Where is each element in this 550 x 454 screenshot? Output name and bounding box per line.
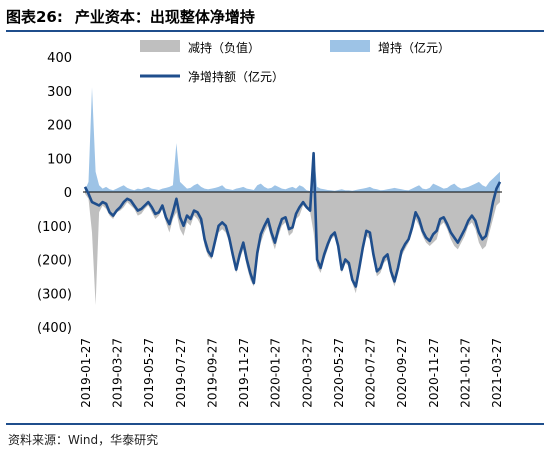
y-tick-label: 0 — [64, 186, 72, 201]
y-tick-label: 400 — [47, 51, 72, 66]
figure-footer: 资料来源：Wind，华泰研究 — [6, 423, 544, 453]
x-tick-label: 2021-01-27 — [458, 338, 472, 408]
source-note: 资料来源：Wind，华泰研究 — [8, 433, 159, 447]
y-tick-label: 200 — [47, 119, 72, 134]
x-tick-label: 2020-05-27 — [332, 338, 346, 408]
figure-title: 图表26: 产业资本：出现整体净增持 — [6, 6, 255, 27]
x-tick-label: 2020-09-27 — [395, 338, 409, 408]
plot-area — [83, 87, 502, 306]
x-tick-label: 2019-07-27 — [174, 338, 188, 408]
y-tick-label: 100 — [47, 152, 72, 167]
x-tick-label: 2020-07-27 — [364, 338, 378, 408]
legend: 减持（负值） 增持（亿元） 净增持额（亿元） — [140, 40, 450, 84]
x-tick-label: 2019-11-27 — [237, 338, 251, 408]
legend-swatch — [140, 40, 180, 52]
y-tick-label: 300 — [47, 85, 72, 100]
y-tick-label: (300) — [37, 287, 72, 302]
legend-label: 净增持额（亿元） — [188, 69, 284, 84]
x-tick-label: 2019-05-27 — [142, 338, 156, 408]
y-tick-label: (200) — [37, 254, 72, 269]
legend-label: 减持（负值） — [188, 40, 260, 55]
y-axis: 400 300 200 100 0 (100) (200) (300) (400) — [37, 51, 72, 336]
figure-header: 图表26: 产业资本：出现整体净增持 — [6, 4, 544, 32]
legend-swatch — [330, 40, 370, 52]
x-tick-label: 2020-03-27 — [300, 338, 314, 408]
series-net-line — [83, 151, 502, 288]
legend-label: 增持（亿元） — [378, 40, 450, 55]
x-axis: 2019-01-27 2019-03-27 2019-05-27 2019-07-27… — [79, 338, 504, 408]
x-tick-label: 2020-01-27 — [269, 338, 283, 408]
series-increase-area — [85, 87, 500, 192]
x-tick-label: 2019-03-27 — [111, 338, 125, 408]
x-tick-label: 2020-11-27 — [427, 338, 441, 408]
figure-title-text: 产业资本：出现整体净增持 — [74, 8, 255, 26]
x-tick-label: 2019-09-27 — [206, 338, 220, 408]
x-tick-label: 2021-03-27 — [490, 338, 504, 408]
series-decrease-area — [85, 192, 500, 306]
y-tick-label: (400) — [37, 321, 72, 336]
x-tick-label: 2019-01-27 — [79, 338, 93, 408]
figure-number: 图表26: — [6, 8, 63, 26]
y-tick-label: (100) — [37, 220, 72, 235]
